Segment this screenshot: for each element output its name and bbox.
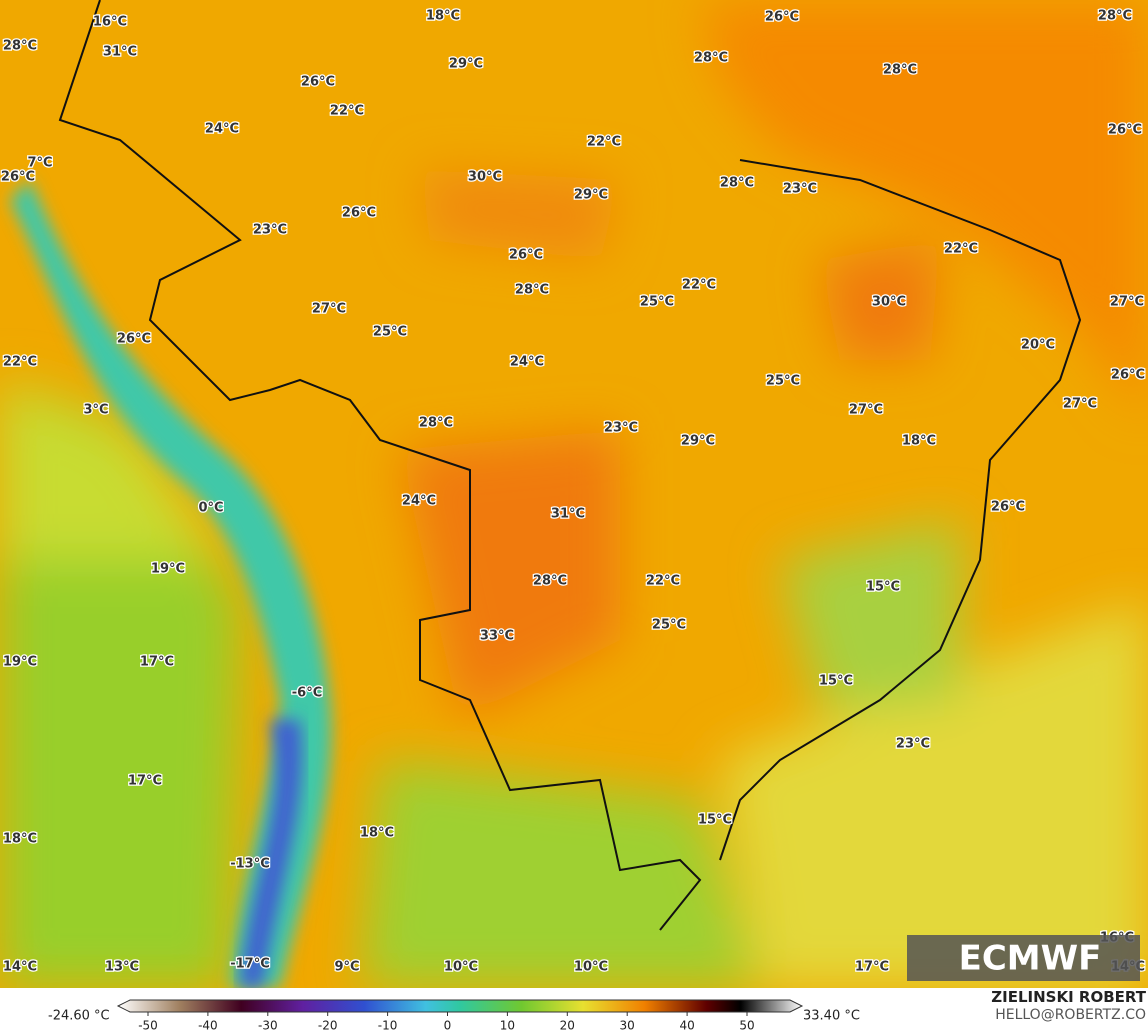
colorbar-max: 33.40 °C [803, 1009, 860, 1024]
temperature-label: 10°C [444, 960, 478, 975]
temperature-label: 29°C [681, 434, 715, 449]
andes [10, 180, 332, 988]
temperature-label: 22°C [587, 135, 621, 150]
temperature-label: 22°C [646, 574, 680, 589]
temperature-label: 15°C [866, 580, 900, 595]
author: ZIELINSKI ROBERT [991, 988, 1146, 1006]
temperature-label: 26°C [1, 170, 35, 185]
temperature-label: 26°C [301, 75, 335, 90]
temperature-label: 23°C [896, 737, 930, 752]
colorbar-tick-label: 10 [500, 1019, 515, 1033]
temperature-label: 26°C [509, 248, 543, 263]
temperature-label: 18°C [3, 832, 37, 847]
temperature-label: 20°C [1021, 338, 1055, 353]
temperature-label: 30°C [872, 295, 906, 310]
temperature-label: 26°C [765, 10, 799, 25]
temperature-label: 29°C [449, 57, 483, 72]
temperature-label: 26°C [342, 206, 376, 221]
temperature-label: 27°C [1063, 397, 1097, 412]
colorbar-tick-label: -50 [138, 1019, 158, 1033]
temperature-label: 26°C [991, 500, 1025, 515]
temperature-label: 17°C [140, 655, 174, 670]
temperature-label: 24°C [402, 494, 436, 509]
temperature-label: 23°C [604, 421, 638, 436]
temperature-label: 25°C [373, 325, 407, 340]
temperature-label: 28°C [515, 283, 549, 298]
temperature-label: 14°C [3, 960, 37, 975]
colorbar: -24.60 °C 33.40 °C -50 -40 -30 -20 -10 0 10 20 3… [48, 999, 860, 1033]
temperature-label: 31°C [103, 45, 137, 60]
temperature-label: 22°C [944, 242, 978, 257]
temperature-label: 28°C [1098, 9, 1132, 24]
temperature-label: 28°C [419, 416, 453, 431]
temperature-label: 28°C [694, 51, 728, 66]
temperature-label: 25°C [652, 618, 686, 633]
colorbar-tick-label: 20 [560, 1019, 575, 1033]
temperature-label: 28°C [3, 39, 37, 54]
temperature-label: 29°C [574, 188, 608, 203]
temperature-label: 27°C [1110, 295, 1144, 310]
temperature-label: 22°C [330, 104, 364, 119]
colorbar-gradient [116, 999, 804, 1013]
temperature-label: 17°C [128, 774, 162, 789]
temperature-label: 0°C [198, 501, 223, 516]
temperature-label: 28°C [533, 574, 567, 589]
temperature-label: 22°C [682, 278, 716, 293]
temperature-label: 25°C [766, 374, 800, 389]
temperature-label: 19°C [151, 562, 185, 577]
temperature-field [0, 0, 1148, 988]
temperature-label: 15°C [819, 674, 853, 689]
temperature-label: -17°C [230, 957, 270, 972]
colorbar-min: -24.60 °C [48, 1009, 110, 1024]
temperature-label: 18°C [426, 9, 460, 24]
temperature-label: 26°C [117, 332, 151, 347]
colorbar-tick-label: 0 [444, 1019, 452, 1033]
temperature-label: 31°C [551, 507, 585, 522]
temperature-label: 28°C [720, 176, 754, 191]
logo: ECMWF [959, 939, 1102, 979]
colorbar-tick-label: -30 [258, 1019, 278, 1033]
colorbar-tick-label: -40 [198, 1019, 218, 1033]
colorbar-tick-label: -20 [318, 1019, 338, 1033]
andes-high [240, 720, 302, 988]
temperature-label: 27°C [312, 302, 346, 317]
borders [58, 0, 1082, 931]
temperature-label: 22°C [3, 355, 37, 370]
temperature-label: 17°C [855, 960, 889, 975]
temperature-label: 27°C [849, 403, 883, 418]
temperature-label: 33°C [480, 629, 514, 644]
temperature-label: -6°C [292, 686, 322, 701]
temperature-label: 23°C [783, 182, 817, 197]
temperature-label: 18°C [360, 826, 394, 841]
temperature-label: 25°C [640, 295, 674, 310]
temperature-label: 19°C [3, 655, 37, 670]
temperature-label: 28°C [883, 63, 917, 78]
temperature-label: 18°C [902, 434, 936, 449]
temperature-label: 15°C [698, 813, 732, 828]
temperature-label: 23°C [253, 223, 287, 238]
logo-box [907, 935, 1140, 981]
colorbar-tick-label: 50 [739, 1019, 754, 1033]
temperature-label: 30°C [468, 170, 502, 185]
map: 16°C 31°C 28°C 18°C 26°C 28°C 29°C 28°C 28°C 26°C… [0, 0, 1148, 988]
temperature-label: 24°C [510, 355, 544, 370]
temperature-label: 13°C [105, 960, 139, 975]
colorbar-tick-label: -10 [378, 1019, 398, 1033]
temperature-label: 24°C [205, 122, 239, 137]
temperature-label: 26°C [1111, 368, 1145, 383]
email: HELLO@ROBERTZ.CO [995, 1007, 1146, 1023]
temperature-label: 16°C [93, 15, 127, 30]
temperature-label: 9°C [334, 960, 359, 975]
temperature-label: -13°C [230, 857, 270, 872]
colorbar-tick-label: 40 [679, 1019, 694, 1033]
temperature-label: 10°C [574, 960, 608, 975]
colorbar-tick-label: 30 [620, 1019, 635, 1033]
temperature-label: 3°C [83, 403, 108, 418]
temperature-label: 7°C [27, 156, 52, 171]
temperature-label: 26°C [1108, 123, 1142, 138]
